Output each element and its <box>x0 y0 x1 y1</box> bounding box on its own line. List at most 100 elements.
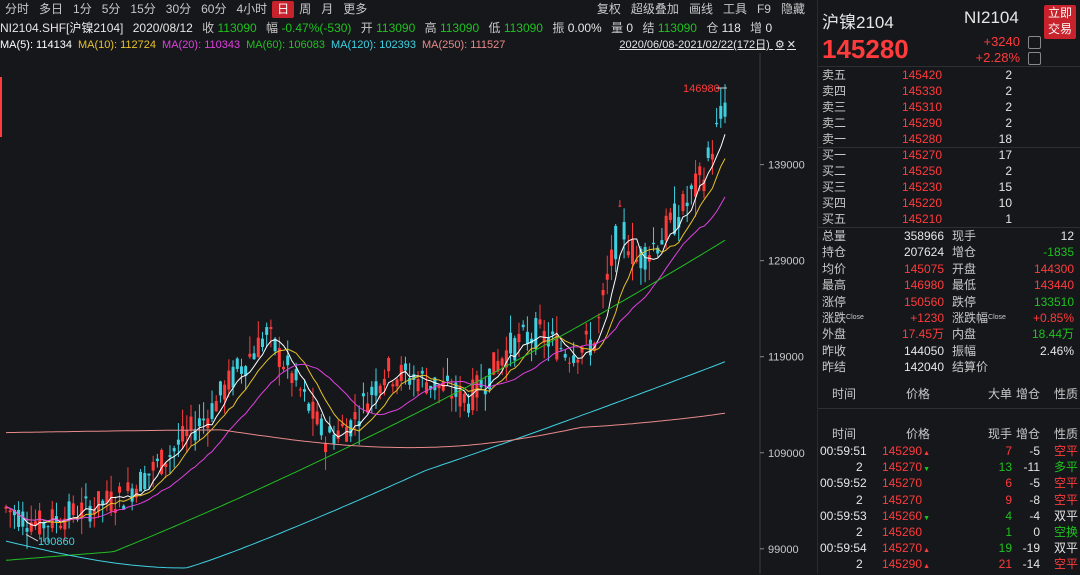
candle-body <box>189 416 193 431</box>
book-row[interactable]: 买三 145230 15 <box>818 179 1080 195</box>
candle-body <box>143 473 147 490</box>
period-tab-9[interactable]: 周 <box>299 2 312 16</box>
book-row[interactable]: 买四 145220 10 <box>818 195 1080 211</box>
edit-icon[interactable] <box>1028 52 1041 65</box>
candle-body <box>445 375 449 381</box>
toolbar-right-4[interactable]: F9 <box>756 2 771 16</box>
book-row[interactable]: 卖一 145280 18 <box>818 131 1080 147</box>
low-marker-label: 100860 <box>38 536 75 548</box>
candle-body <box>277 348 281 368</box>
period-tab-11[interactable]: 更多 <box>343 2 368 16</box>
period-tab-7[interactable]: 4小时 <box>236 2 268 16</box>
tick-row[interactable]: 2 145270 9 -8 空平 <box>818 492 1080 508</box>
down-arrow-icon: ▼ <box>923 514 930 522</box>
toolbar-right-2[interactable]: 画线 <box>688 2 713 16</box>
candle-body <box>635 259 639 262</box>
candle-body <box>652 242 656 245</box>
tick-time: 2 <box>856 460 863 475</box>
stat-label: 结算价 <box>952 360 989 375</box>
candle-body <box>269 327 273 329</box>
candle-body <box>202 418 206 421</box>
candle-body <box>126 482 130 492</box>
candle-body <box>193 429 197 441</box>
book-row[interactable]: 买二 145250 2 <box>818 163 1080 179</box>
book-level: 卖一 <box>822 132 847 146</box>
candle-body <box>248 353 252 357</box>
candle-body <box>357 421 361 427</box>
incr-label: 增 0 <box>750 21 773 35</box>
candle-body <box>324 442 328 453</box>
tick-row[interactable]: 2 145260 1 0 空换 <box>818 524 1080 540</box>
candle-body <box>21 511 25 527</box>
tick-price: 145270 <box>881 476 922 491</box>
candle-body <box>151 461 155 471</box>
tick-row[interactable]: 00:59:54 145270▲ 19 -19 双平 <box>818 540 1080 556</box>
tick-row[interactable]: 2 145270▼ 13 -11 多平 <box>818 459 1080 475</box>
stat-value: 144300 <box>1033 261 1074 276</box>
low-label: 低 113090 <box>488 21 543 35</box>
tick-price: 145270▼ <box>881 460 930 475</box>
period-tab-2[interactable]: 1分 <box>73 2 92 16</box>
period-tab-4[interactable]: 15分 <box>130 2 156 16</box>
candle-body <box>185 429 189 437</box>
candle-body <box>408 377 412 385</box>
tick-row[interactable]: 00:59:53 145260▼ 4 -4 双平 <box>818 508 1080 524</box>
candle-body <box>42 521 46 529</box>
candle-body <box>50 509 54 529</box>
stat-row: 涨停 150560 跌停 133510 <box>818 294 1080 310</box>
tick-nature: 空平 <box>1053 444 1078 458</box>
trade-now-button[interactable]: 立即 交易 <box>1044 5 1076 39</box>
ma-legend-0: MA(5): 114134 <box>0 39 72 51</box>
period-tab-1[interactable]: 多日 <box>39 2 64 16</box>
period-tab-8[interactable]: 日 <box>272 1 295 18</box>
tick-price: 145290▲ <box>881 557 930 572</box>
candle-body <box>723 102 727 117</box>
book-row[interactable]: 卖三 145310 2 <box>818 99 1080 115</box>
tick-incr: -5 <box>1029 476 1040 491</box>
book-row[interactable]: 卖二 145290 2 <box>818 115 1080 131</box>
candle-body <box>273 338 277 352</box>
book-price: 145290 <box>901 116 942 130</box>
candle-body <box>437 384 441 389</box>
book-row[interactable]: 买五 145210 1 <box>818 211 1080 227</box>
ma60-line <box>5 239 726 561</box>
book-row[interactable]: 买一 145270 17 <box>818 147 1080 163</box>
period-tab-0[interactable]: 分时 <box>5 2 30 16</box>
alert-icon[interactable] <box>1028 36 1041 49</box>
high-marker-label: 146980 <box>683 83 720 95</box>
candle-body <box>433 377 437 391</box>
toolbar-right-3[interactable]: 工具 <box>722 2 747 16</box>
y-tick-label: 109000 <box>768 448 805 460</box>
date-range-link[interactable]: 2020/06/08-2021/02/22(172日) ⚙ ✕ <box>619 39 796 51</box>
stat-value: 18.44万 <box>1031 327 1074 342</box>
candle-body <box>580 346 584 353</box>
close-label: 收 113090 <box>202 21 257 35</box>
kline-chart[interactable]: 99000 109000 119000 129000 139000 146980 10086… <box>0 53 810 574</box>
toolbar-right-5[interactable]: 隐藏 <box>780 2 805 16</box>
book-row[interactable]: 卖五 145420 2 <box>818 67 1080 83</box>
candle-body <box>63 518 67 530</box>
period-tab-5[interactable]: 30分 <box>165 2 192 16</box>
stat-label: 涨停 <box>822 294 847 309</box>
candle-body <box>424 382 428 394</box>
period-tab-3[interactable]: 5分 <box>101 2 121 16</box>
candle-body <box>710 153 714 160</box>
toolbar-right-1[interactable]: 超级叠加 <box>630 2 679 16</box>
period-tab-10[interactable]: 月 <box>321 2 334 16</box>
gear-icon[interactable]: ⚙ <box>774 39 785 51</box>
tick-row[interactable]: 00:59:52 145270 6 -5 空平 <box>818 475 1080 491</box>
candle-body <box>130 488 134 502</box>
toolbar-right-0[interactable]: 复权 <box>596 2 621 16</box>
instrument-name: 沪镍2104 <box>822 13 894 32</box>
tick-row[interactable]: 00:59:51 145290▲ 7 -5 空平 <box>818 443 1080 459</box>
book-level: 买五 <box>822 212 847 226</box>
candle-body <box>12 509 16 516</box>
stat-value: 207624 <box>903 245 944 260</box>
book-row[interactable]: 卖四 145330 2 <box>818 83 1080 99</box>
tick-row[interactable]: 2 145290▲ 21 -14 空平 <box>818 556 1080 572</box>
vol-label: 量 0 <box>611 21 634 35</box>
period-tab-6[interactable]: 60分 <box>201 2 227 16</box>
candle-body <box>176 439 180 445</box>
candle-body <box>260 338 264 348</box>
close-icon[interactable]: ✕ <box>786 39 796 51</box>
